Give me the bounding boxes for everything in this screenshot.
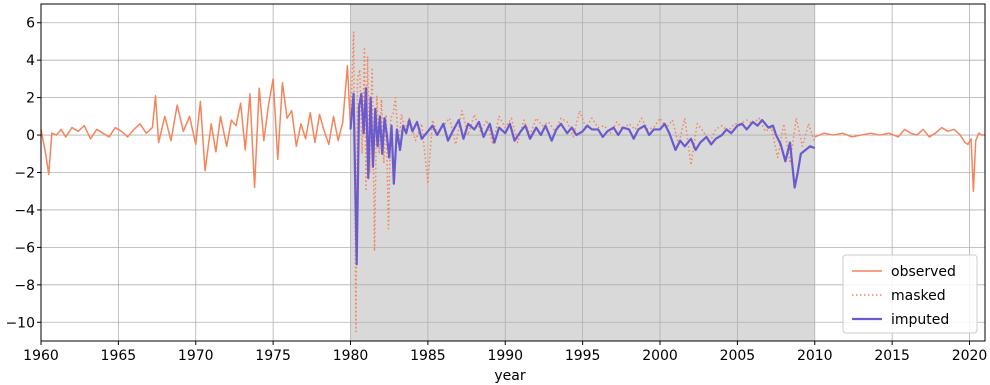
grid-lines: [40, 4, 985, 341]
x-tick-label-1990: 1990: [487, 348, 523, 364]
series-line-masked-0: [349, 31, 816, 333]
x-tick-label-2000: 2000: [642, 348, 678, 364]
x-tick-label-1965: 1965: [101, 348, 137, 364]
y-tick-label-0: 0: [26, 128, 35, 144]
x-tick-label-2015: 2015: [874, 348, 910, 364]
series-line-observed-0: [40, 65, 352, 189]
y-tick-label-8: −8: [14, 278, 35, 294]
x-axis-ticks: 1960 1965 1970 1975 1980 1985 1990 1995 2000 2005…: [23, 341, 987, 364]
x-tick-label-1980: 1980: [333, 348, 369, 364]
x-axis-label: year: [494, 368, 525, 384]
y-axis-ticks: 6 4 2 0 −2 −4 −6 −8 −10: [5, 16, 41, 331]
y-tick-label-2: −2: [14, 166, 35, 182]
legend: observed masked imputed: [842, 254, 978, 334]
x-tick-label-1995: 1995: [565, 348, 601, 364]
legend-label-imputed: imputed: [891, 312, 949, 328]
x-tick-label-1970: 1970: [178, 348, 214, 364]
x-tick-label-1985: 1985: [410, 348, 446, 364]
y-tick-label-4: 4: [26, 53, 35, 69]
series-lines: [40, 31, 985, 333]
legend-box: [842, 254, 978, 334]
y-tick-label-10: −10: [5, 315, 35, 331]
y-tick-label-6: 6: [26, 16, 35, 32]
x-tick-label-2010: 2010: [797, 348, 833, 364]
y-tick-label-2: 2: [26, 91, 35, 107]
x-tick-label-2005: 2005: [720, 348, 756, 364]
legend-label-observed: observed: [891, 264, 956, 280]
x-tick-label-2020: 2020: [952, 348, 988, 364]
y-tick-label-4: −4: [14, 203, 35, 219]
series-line-observed-1: [814, 126, 985, 192]
x-tick-label-1960: 1960: [23, 348, 59, 364]
series-line-imputed-0: [349, 87, 816, 266]
y-tick-label-6: −6: [14, 240, 35, 256]
x-tick-label-1975: 1975: [255, 348, 291, 364]
legend-label-masked: masked: [891, 288, 946, 304]
